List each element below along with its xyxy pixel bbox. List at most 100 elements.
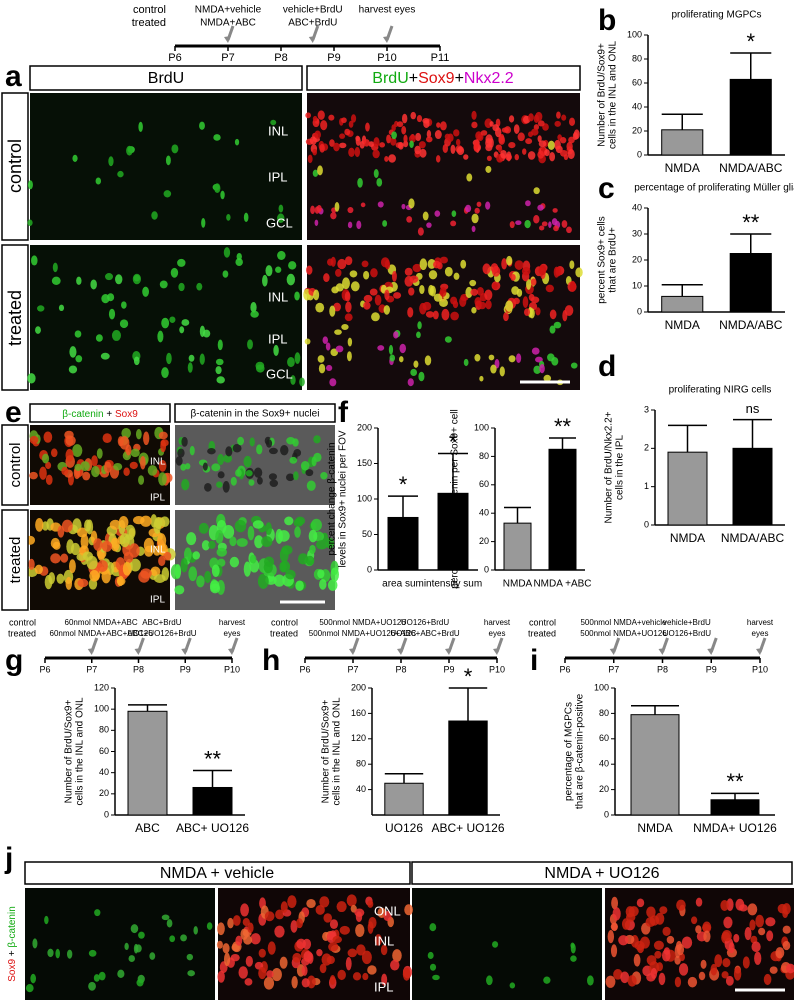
cell xyxy=(548,221,552,229)
cell xyxy=(309,544,316,554)
cell xyxy=(181,436,188,447)
cell xyxy=(559,150,568,157)
cell xyxy=(248,479,255,486)
cell xyxy=(161,914,170,921)
cell xyxy=(74,330,82,338)
cell xyxy=(676,899,686,911)
cell xyxy=(439,286,447,297)
cell xyxy=(471,225,476,233)
cell xyxy=(455,138,461,146)
cell xyxy=(196,575,205,588)
cell xyxy=(533,215,540,224)
cell xyxy=(308,529,318,543)
cell xyxy=(76,276,82,285)
cell xyxy=(658,972,666,986)
cell xyxy=(50,553,61,564)
cell xyxy=(404,267,413,276)
cell xyxy=(533,187,540,195)
bar xyxy=(630,714,680,816)
cell xyxy=(310,205,316,215)
cell xyxy=(188,354,195,362)
cell xyxy=(537,135,542,143)
cell xyxy=(522,296,529,308)
cell xyxy=(250,310,259,318)
cell xyxy=(695,897,703,907)
layer-label: INL xyxy=(150,545,166,556)
cell xyxy=(367,900,374,908)
event-label: vehicle+BrdU xyxy=(663,618,711,627)
cell xyxy=(554,139,561,150)
cell xyxy=(422,211,429,221)
cell xyxy=(349,270,358,278)
significance: ns xyxy=(746,401,760,416)
cell xyxy=(470,288,479,296)
day-label: P10 xyxy=(377,52,397,64)
cell xyxy=(444,266,453,277)
cell xyxy=(327,579,338,591)
cell xyxy=(427,951,434,959)
bar xyxy=(667,451,708,526)
cell xyxy=(286,273,296,286)
y-tick-label: 80 xyxy=(99,725,109,735)
y-tick-label: 20 xyxy=(632,125,642,135)
event-label: vehicle+BrdU xyxy=(283,5,343,16)
cell xyxy=(247,922,254,934)
cell xyxy=(516,288,523,297)
cell xyxy=(408,198,415,209)
cell xyxy=(535,111,543,122)
layer-label: INL xyxy=(268,123,288,138)
event-label: UO126+BrdU xyxy=(401,618,449,627)
cell xyxy=(247,526,255,541)
cell xyxy=(196,282,203,291)
cell xyxy=(211,564,220,578)
cell xyxy=(306,898,316,909)
cell xyxy=(332,935,342,944)
cell xyxy=(325,537,335,549)
cell xyxy=(72,154,78,162)
cell xyxy=(290,375,296,385)
cell xyxy=(65,448,74,462)
cell xyxy=(121,301,127,309)
cell xyxy=(381,973,388,986)
day-label: P7 xyxy=(221,52,234,64)
y-tick-label: 60 xyxy=(99,746,109,756)
cell xyxy=(161,367,169,379)
arrow-head xyxy=(397,648,404,655)
event-label: harvest xyxy=(484,618,511,627)
cell xyxy=(525,200,531,207)
cell xyxy=(314,206,320,214)
arrow-head xyxy=(445,648,452,655)
cell xyxy=(142,286,149,297)
group-label: treated xyxy=(132,17,166,29)
cell xyxy=(305,555,315,566)
cell xyxy=(407,307,414,318)
cell xyxy=(286,437,296,445)
cell xyxy=(91,455,98,467)
row-box xyxy=(1,92,29,241)
cell xyxy=(159,516,170,528)
cell xyxy=(325,342,331,351)
cell xyxy=(113,462,123,471)
cell xyxy=(316,949,323,957)
event-label: 60nmol NMDA+ABC+UO126 xyxy=(50,629,154,638)
cell xyxy=(138,931,145,939)
cell xyxy=(440,121,447,131)
cell xyxy=(390,137,397,146)
cell xyxy=(305,112,311,119)
cell xyxy=(464,204,472,213)
cell xyxy=(377,201,384,208)
cell xyxy=(374,934,382,946)
cell xyxy=(725,975,734,986)
cell xyxy=(636,898,645,908)
cell xyxy=(230,953,240,962)
cell xyxy=(480,130,488,136)
cell xyxy=(27,373,36,384)
cell xyxy=(485,143,493,152)
y-tick-label: 120 xyxy=(94,682,109,692)
cell xyxy=(278,530,290,542)
bar xyxy=(548,448,577,571)
cell xyxy=(354,908,365,917)
cell xyxy=(362,972,369,981)
y-tick-label: 40 xyxy=(632,101,642,111)
cell xyxy=(769,966,778,974)
